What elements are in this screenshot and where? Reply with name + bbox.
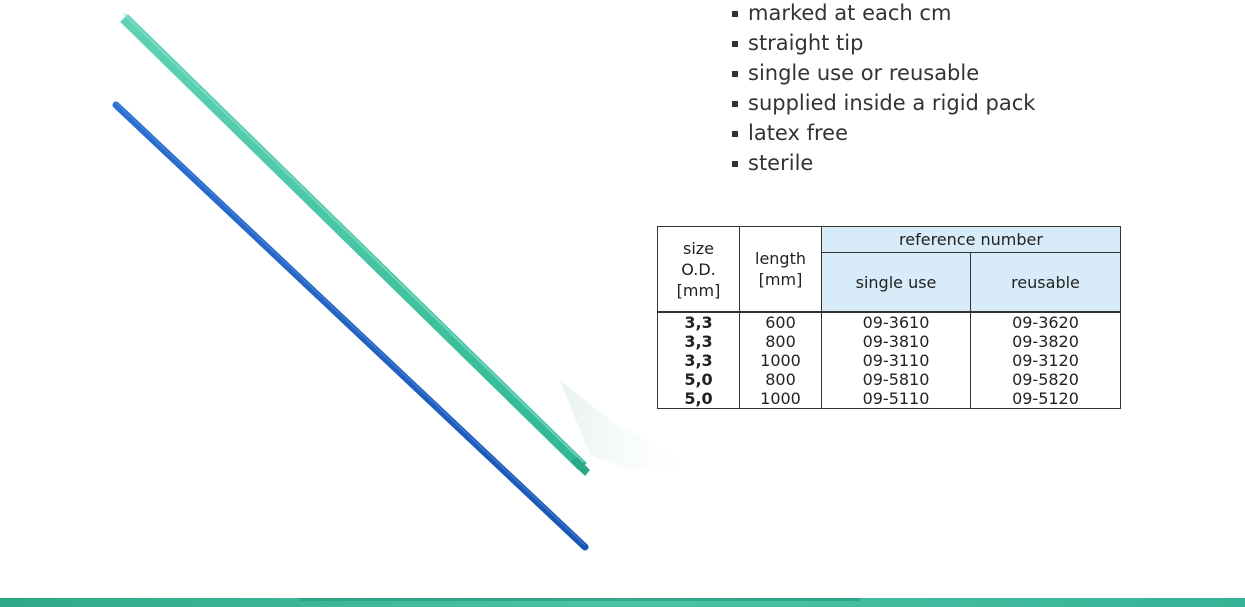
cell-size: 5,0 [657, 370, 740, 389]
feature-item: latex free [732, 118, 1035, 148]
feature-list: marked at each cm straight tip single us… [732, 0, 1035, 178]
feature-item: marked at each cm [732, 0, 1035, 28]
cell-reusable: 09-3820 [970, 332, 1121, 351]
table-row: 3,3 1000 09-3110 09-3120 [657, 351, 1121, 370]
header-size-line3: [mm] [676, 280, 721, 300]
header-reference-number: reference number [821, 226, 1121, 253]
feature-item: straight tip [732, 28, 1035, 58]
reflection-shadow [560, 380, 700, 470]
cell-length: 800 [739, 332, 822, 351]
cell-single-use: 09-3110 [821, 351, 971, 370]
header-length: length [mm] [739, 226, 822, 313]
header-size-line2: O.D. [681, 259, 716, 279]
green-tube [120, 13, 590, 476]
specification-table: size O.D. [mm] length [mm] reference num… [657, 226, 1121, 409]
cell-reusable: 09-5120 [970, 389, 1121, 409]
table-row: 3,3 600 09-3610 09-3620 [657, 311, 1121, 332]
blue-tube [112, 101, 589, 551]
header-length-line1: length [755, 249, 806, 268]
feature-item: sterile [732, 148, 1035, 178]
header-length-line2: [mm] [758, 270, 803, 289]
cell-size: 5,0 [657, 389, 740, 409]
cell-single-use: 09-5110 [821, 389, 971, 409]
feature-item: supplied inside a rigid pack [732, 88, 1035, 118]
table-row: 5,0 1000 09-5110 09-5120 [657, 389, 1121, 409]
footer-band [0, 598, 1245, 607]
cell-reusable: 09-3120 [970, 351, 1121, 370]
cell-length: 1000 [739, 389, 822, 409]
cell-length: 600 [739, 311, 822, 332]
cell-single-use: 09-3610 [821, 311, 971, 332]
cell-size: 3,3 [657, 311, 740, 332]
cell-reusable: 09-5820 [970, 370, 1121, 389]
cell-single-use: 09-5810 [821, 370, 971, 389]
cell-length: 800 [739, 370, 822, 389]
cell-length: 1000 [739, 351, 822, 370]
table-row: 3,3 800 09-3810 09-3820 [657, 332, 1121, 351]
header-single-use: single use [821, 252, 971, 313]
cell-size: 3,3 [657, 351, 740, 370]
cell-single-use: 09-3810 [821, 332, 971, 351]
header-size-line1: size [682, 238, 715, 258]
header-size: size O.D. [mm] [657, 226, 740, 313]
cell-reusable: 09-3620 [970, 311, 1121, 332]
header-reusable: reusable [970, 252, 1121, 313]
feature-item: single use or reusable [732, 58, 1035, 88]
cell-size: 3,3 [657, 332, 740, 351]
table-row: 5,0 800 09-5810 09-5820 [657, 370, 1121, 389]
